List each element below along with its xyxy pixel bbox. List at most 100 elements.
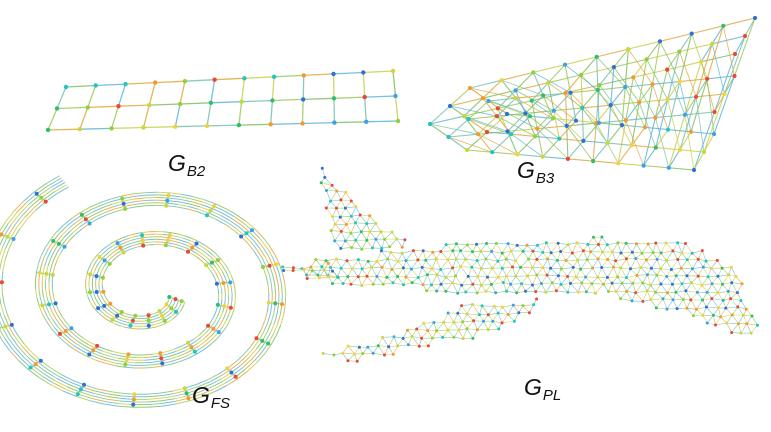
graph-edge <box>225 313 230 321</box>
graph-edge <box>665 242 674 252</box>
graph-edge <box>332 207 337 217</box>
graph-edge <box>228 269 232 277</box>
graph-edge <box>188 205 199 210</box>
graph-edge <box>445 267 453 278</box>
graph-edge <box>607 124 623 144</box>
graph-edge <box>679 81 692 132</box>
graph-node <box>229 370 234 375</box>
graph-edge <box>714 93 725 113</box>
graph-edge <box>175 238 183 242</box>
graph-edge <box>147 397 161 400</box>
graph-edge <box>536 274 542 284</box>
graph-edge <box>46 175 61 184</box>
graph-edge <box>224 210 235 218</box>
graph-edge <box>491 284 496 293</box>
graph-edge <box>270 312 275 323</box>
graph-edge <box>231 308 235 316</box>
graph-edge <box>55 318 61 326</box>
graph-node <box>659 282 663 286</box>
graph-node <box>546 257 550 261</box>
graph-node <box>354 238 358 242</box>
graph-edge <box>635 282 644 293</box>
graph-node <box>732 73 737 79</box>
graph-node <box>744 307 748 311</box>
graph-node <box>520 282 524 286</box>
graph-edge <box>731 314 739 324</box>
graph-edge <box>142 104 150 128</box>
graph-edge <box>717 274 729 277</box>
graph-node <box>649 266 653 270</box>
graph-edge <box>166 242 173 245</box>
graph-edge <box>567 158 594 162</box>
graph-node <box>82 382 86 387</box>
graph-edge <box>174 103 181 127</box>
graph-edge <box>184 235 193 239</box>
graph-node <box>116 104 121 109</box>
graph-node <box>110 317 115 322</box>
graph-edge <box>163 231 171 234</box>
graph-edge <box>651 41 661 85</box>
graph-edge <box>55 235 63 243</box>
graph-node <box>531 266 535 270</box>
graph-edge <box>69 233 76 241</box>
graph-edge <box>119 400 134 403</box>
graph-node <box>527 257 530 261</box>
graph-edge <box>705 260 712 269</box>
graph-edge <box>457 313 463 323</box>
graph-edge <box>47 108 58 131</box>
graph-node <box>439 250 443 253</box>
graph-edge <box>610 86 626 106</box>
graph-node <box>331 282 334 286</box>
graph-edge <box>159 317 164 321</box>
graph-edge <box>477 321 484 330</box>
graph-node <box>680 251 684 255</box>
graph-edge <box>558 275 568 277</box>
graph-edge <box>506 291 517 294</box>
graph-edge <box>189 340 197 346</box>
graph-edge <box>142 241 149 244</box>
graph-node <box>546 80 551 85</box>
graph-node <box>375 260 379 263</box>
graph-edge <box>336 199 342 209</box>
graph-edge <box>70 346 80 353</box>
graph-edge <box>28 195 40 206</box>
graph-edge <box>473 320 484 322</box>
graph-edge <box>222 312 227 320</box>
graph-edge <box>501 321 515 324</box>
graph-edge <box>685 243 693 254</box>
graph-edge <box>373 353 385 356</box>
graph-node <box>722 91 727 97</box>
graph-edge <box>460 266 469 277</box>
graph-edge <box>668 114 686 168</box>
graph-node <box>446 311 450 315</box>
graph-edge <box>498 268 503 278</box>
graph-edge <box>174 345 182 350</box>
graph-edge <box>666 276 673 285</box>
graph-edge <box>115 311 120 315</box>
graph-edge <box>502 250 512 254</box>
graph-edge <box>238 101 243 126</box>
graph-edge <box>194 245 201 250</box>
graph-node <box>356 275 360 279</box>
graph-node <box>642 125 648 130</box>
graph-edge <box>744 17 756 37</box>
graph-node <box>480 304 484 308</box>
graph-node <box>749 331 753 335</box>
graph-edge <box>557 260 562 270</box>
graph-edge <box>133 194 146 197</box>
graph-edge <box>75 343 84 349</box>
graph-edge <box>162 363 173 367</box>
graph-edge <box>96 388 109 392</box>
graph-edge <box>448 136 493 153</box>
graph-node <box>464 147 470 153</box>
graph-edge <box>172 315 177 320</box>
graph-edge <box>650 274 658 286</box>
graph-edge <box>496 115 536 137</box>
graph-edge <box>20 358 31 368</box>
graph-edge <box>174 395 188 400</box>
graph-edge <box>89 400 105 405</box>
graph-edge <box>671 268 682 270</box>
graph-edge <box>411 259 419 270</box>
graph-edge <box>635 258 642 268</box>
graph-edge <box>13 335 22 346</box>
